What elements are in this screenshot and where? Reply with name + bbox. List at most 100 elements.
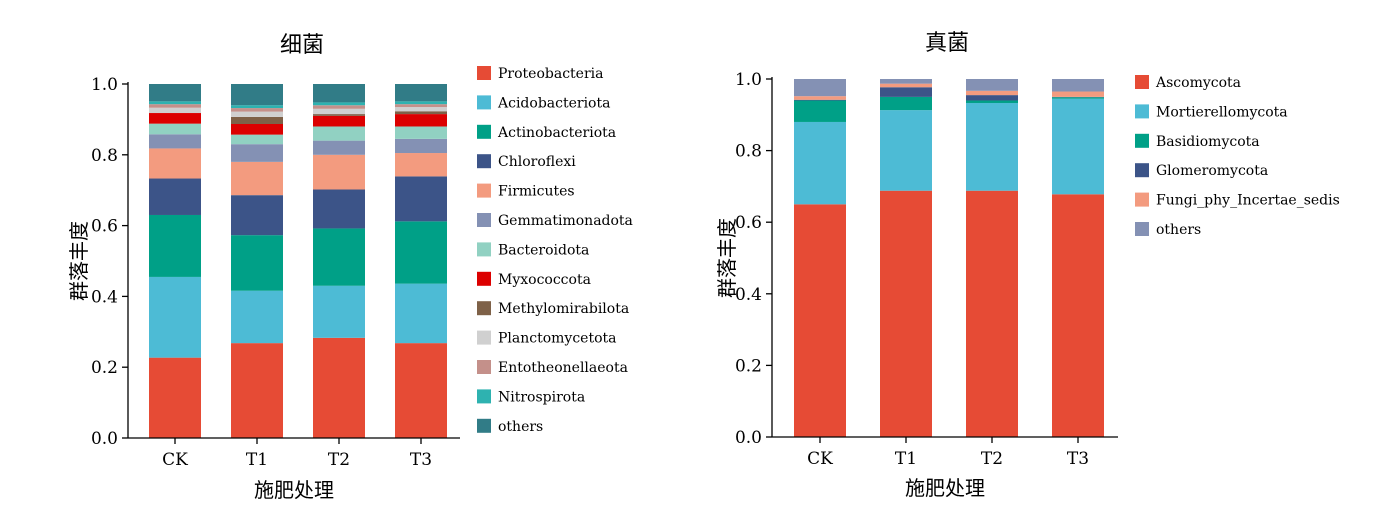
- bar-segment-T2-Basidiomycota: [966, 100, 1018, 103]
- y-axis-label: 群落丰度: [67, 221, 91, 301]
- y-tick-label: 0.6: [91, 217, 118, 237]
- bar-segment-T3-Chloroflexi: [395, 176, 447, 222]
- bar-segment-T2-Firmicutes: [313, 154, 365, 190]
- bar-segment-T3-Basidiomycota: [1052, 97, 1104, 99]
- legend-label: Glomeromycota: [1156, 163, 1268, 179]
- legend-swatch-Ascomycota: [1135, 75, 1149, 89]
- legend-label: Ascomycota: [1155, 75, 1241, 91]
- bar-segment-T1-others: [231, 84, 283, 106]
- chart-title: 细菌: [280, 33, 324, 58]
- legend-swatch-Gemmatimonadota: [477, 213, 491, 227]
- bar-segment-CK-Mortierellomycota: [794, 121, 846, 205]
- legend-label: Gemmatimonadota: [498, 213, 633, 229]
- legend: Ascomycota Mortierellomycota Basidiomycota…: [1135, 75, 1340, 238]
- bar-segment-T3-Planctomycetota: [395, 107, 447, 112]
- legend-swatch-Firmicutes: [477, 183, 491, 198]
- bar-segment-T1-Entotheonellaeota: [231, 108, 283, 112]
- bar-segment-CK-others: [149, 84, 201, 102]
- bar-segment-T2-Bacteroidota: [313, 126, 365, 141]
- legend-label: Methylomirabilota: [498, 301, 629, 317]
- legend-swatch-others: [1135, 222, 1149, 236]
- bar-segment-T1-Bacteroidota: [231, 134, 283, 145]
- legend-label: Firmicutes: [498, 184, 575, 200]
- bar-segment-T1-Fungi_phy_Incertae_sedis: [880, 83, 932, 88]
- y-tick-label: 0.0: [91, 429, 118, 449]
- bar-segment-CK-Fungi_phy_Incertae_sedis: [794, 96, 846, 100]
- bar-segment-T2-Fungi_phy_Incertae_sedis: [966, 90, 1018, 96]
- y-tick-label: 0.0: [735, 428, 762, 448]
- bar-segment-T3-Ascomycota: [1052, 194, 1104, 437]
- legend-label: Entotheonellaeota: [498, 360, 628, 376]
- bar-segment-T2-Mortierellomycota: [966, 102, 1018, 191]
- bar-segment-T1-Ascomycota: [880, 190, 932, 437]
- x-tick-label: T3: [410, 450, 432, 470]
- bar-segment-T2-Glomeromycota: [966, 95, 1018, 101]
- bar-segment-T1-Basidiomycota: [880, 96, 932, 111]
- bar-segment-T3-Bacteroidota: [395, 126, 447, 139]
- bar-segment-T1-Methylomirabilota: [231, 116, 283, 125]
- bar-segment-CK-Entotheonellaeota: [149, 104, 201, 108]
- y-tick-label: 0.2: [735, 356, 762, 376]
- legend-label: Planctomycetota: [498, 331, 617, 347]
- bar-segment-T3-Acidobacteriota: [395, 283, 447, 344]
- bar-segment-T1-Planctomycetota: [231, 111, 283, 117]
- bar-segment-T2-Ascomycota: [966, 190, 1018, 437]
- legend-label: Acidobacteriota: [497, 95, 610, 111]
- bar-segment-T2-Planctomycetota: [313, 108, 365, 115]
- legend-swatch-Methylomirabilota: [477, 301, 491, 316]
- x-tick-label: T1: [895, 449, 917, 469]
- bar-segment-CK-Basidiomycota: [794, 100, 846, 122]
- bar-segment-T1-Firmicutes: [231, 161, 283, 196]
- bar-segment-T1-Actinobacteriota: [231, 235, 283, 291]
- legend-swatch-Myxococcota: [477, 271, 491, 286]
- legend-label: Myxococcota: [498, 272, 591, 288]
- bar-segment-T2-others: [313, 84, 365, 103]
- bar-segment-T1-Nitrospirota: [231, 105, 283, 109]
- legend-swatch-Mortierellomycota: [1135, 104, 1149, 119]
- legend-label: Proteobacteria: [498, 66, 603, 82]
- bar-segment-T2-Acidobacteriota: [313, 285, 365, 338]
- x-axis-label: 施肥处理: [905, 476, 985, 500]
- bar-segment-T3-Mortierellomycota: [1052, 98, 1104, 195]
- bar-segment-T3-Actinobacteriota: [395, 221, 447, 284]
- legend: Proteobacteria Acidobacteriota Actinobacte…: [477, 66, 633, 435]
- legend-label: others: [1156, 222, 1201, 238]
- bar-segment-T2-Proteobacteria: [313, 337, 365, 438]
- legend-swatch-Entotheonellaeota: [477, 360, 491, 374]
- bar-segment-T2-Myxococcota: [313, 115, 365, 127]
- bar-segment-T3-Methylomirabilota: [395, 111, 447, 115]
- bar-segment-CK-Acidobacteriota: [149, 276, 201, 358]
- bar-segment-T2-Gemmatimonadota: [313, 140, 365, 155]
- bar-segment-CK-Chloroflexi: [149, 178, 201, 215]
- legend-swatch-Planctomycetota: [477, 330, 491, 345]
- bar-segment-T1-Proteobacteria: [231, 343, 283, 438]
- legend-swatch-Actinobacteriota: [477, 124, 491, 139]
- bar-segment-T3-others: [395, 84, 447, 102]
- bar-segment-T3-Myxococcota: [395, 114, 447, 127]
- chart-title: 真菌: [925, 31, 969, 56]
- x-tick-label: T2: [981, 449, 1003, 469]
- x-tick-label: CK: [807, 449, 833, 469]
- bar-segment-T3-Proteobacteria: [395, 343, 447, 438]
- bar-segment-T1-Glomeromycota: [880, 87, 932, 97]
- bar-segment-T3-Gemmatimonadota: [395, 138, 447, 154]
- bar-segment-T1-Myxococcota: [231, 124, 283, 135]
- legend-label: Chloroflexi: [498, 154, 576, 170]
- bar-segment-T2-Nitrospirota: [313, 102, 365, 106]
- bar-segment-T2-others: [966, 79, 1018, 91]
- legend-swatch-Proteobacteria: [477, 66, 491, 80]
- x-tick-label: CK: [162, 450, 188, 470]
- x-tick-label: T3: [1067, 449, 1089, 469]
- bar-segment-CK-Gemmatimonadota: [149, 134, 201, 149]
- bar-segment-T2-Chloroflexi: [313, 189, 365, 229]
- bar-segment-CK-Planctomycetota: [149, 107, 201, 114]
- legend-swatch-Acidobacteriota: [477, 95, 491, 110]
- x-tick-label: T1: [246, 450, 268, 470]
- legend-swatch-Fungi_phy_Incertae_sedis: [1135, 192, 1149, 207]
- legend-swatch-Chloroflexi: [477, 154, 491, 169]
- x-axis-label: 施肥处理: [254, 478, 334, 502]
- y-tick-label: 1.0: [91, 75, 118, 95]
- bar-segment-T3-others: [1052, 79, 1104, 92]
